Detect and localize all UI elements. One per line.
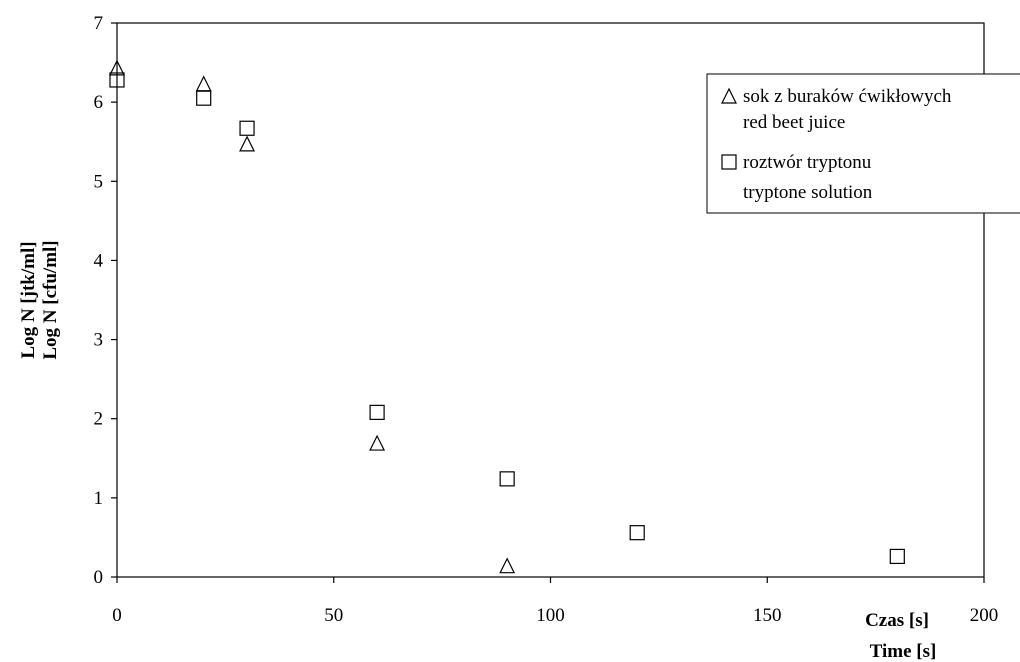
legend-label-series1-line2: red beet juice xyxy=(743,112,845,133)
data-point-square xyxy=(369,404,385,420)
x-tick-label: 100 xyxy=(536,605,565,626)
y-tick-label: 4 xyxy=(94,250,104,271)
y-tick-label: 3 xyxy=(94,330,104,351)
y-axis-title-line2: Log N [cfu/ml] xyxy=(40,240,61,359)
data-point-triangle xyxy=(499,557,516,574)
data-point-square xyxy=(109,72,125,88)
legend-triangle-icon xyxy=(721,87,737,104)
x-tick-label: 50 xyxy=(324,605,343,626)
y-tick-label: 6 xyxy=(94,92,104,113)
data-point-square xyxy=(239,120,255,136)
y-tick-label: 7 xyxy=(94,13,104,34)
y-tick-label: 0 xyxy=(94,567,104,588)
x-tick-label: 0 xyxy=(112,605,122,626)
y-axis-title-line1: Log N [jtk/ml] xyxy=(18,241,39,358)
legend-label-series2-line2: tryptone solution xyxy=(743,182,873,203)
legend-box xyxy=(706,73,1020,214)
data-point-triangle xyxy=(109,59,125,76)
legend-label-series2-line1: roztwór tryptonu xyxy=(743,152,872,173)
legend-square-icon xyxy=(721,154,737,170)
data-markers xyxy=(109,59,905,574)
legend: sok z buraków ćwikłowych red beet juice … xyxy=(706,73,1020,214)
data-point-triangle xyxy=(195,75,212,92)
legend-label-series1-line1: sok z buraków ćwikłowych xyxy=(743,86,952,107)
data-point-triangle xyxy=(369,434,386,451)
y-axis: 0 1 2 3 4 5 6 7 xyxy=(94,13,117,588)
x-tick-label: 200 xyxy=(970,605,999,626)
y-tick-label: 1 xyxy=(94,488,104,509)
data-point-square xyxy=(629,525,645,541)
x-axis-title-line1: Czas [s] xyxy=(865,610,929,631)
x-axis: 0 50 100 150 200 xyxy=(112,577,998,626)
data-point-square xyxy=(499,471,515,487)
data-point-square xyxy=(889,548,905,565)
x-axis-title-line2: Time [s] xyxy=(870,641,937,662)
y-tick-label: 5 xyxy=(94,171,104,192)
y-tick-label: 2 xyxy=(94,409,104,430)
x-tick-label: 150 xyxy=(753,605,782,626)
data-point-square xyxy=(196,90,212,106)
data-point-triangle xyxy=(239,135,256,152)
y-axis-title: Log N [jtk/ml] Log N [cfu/ml] xyxy=(18,240,61,359)
